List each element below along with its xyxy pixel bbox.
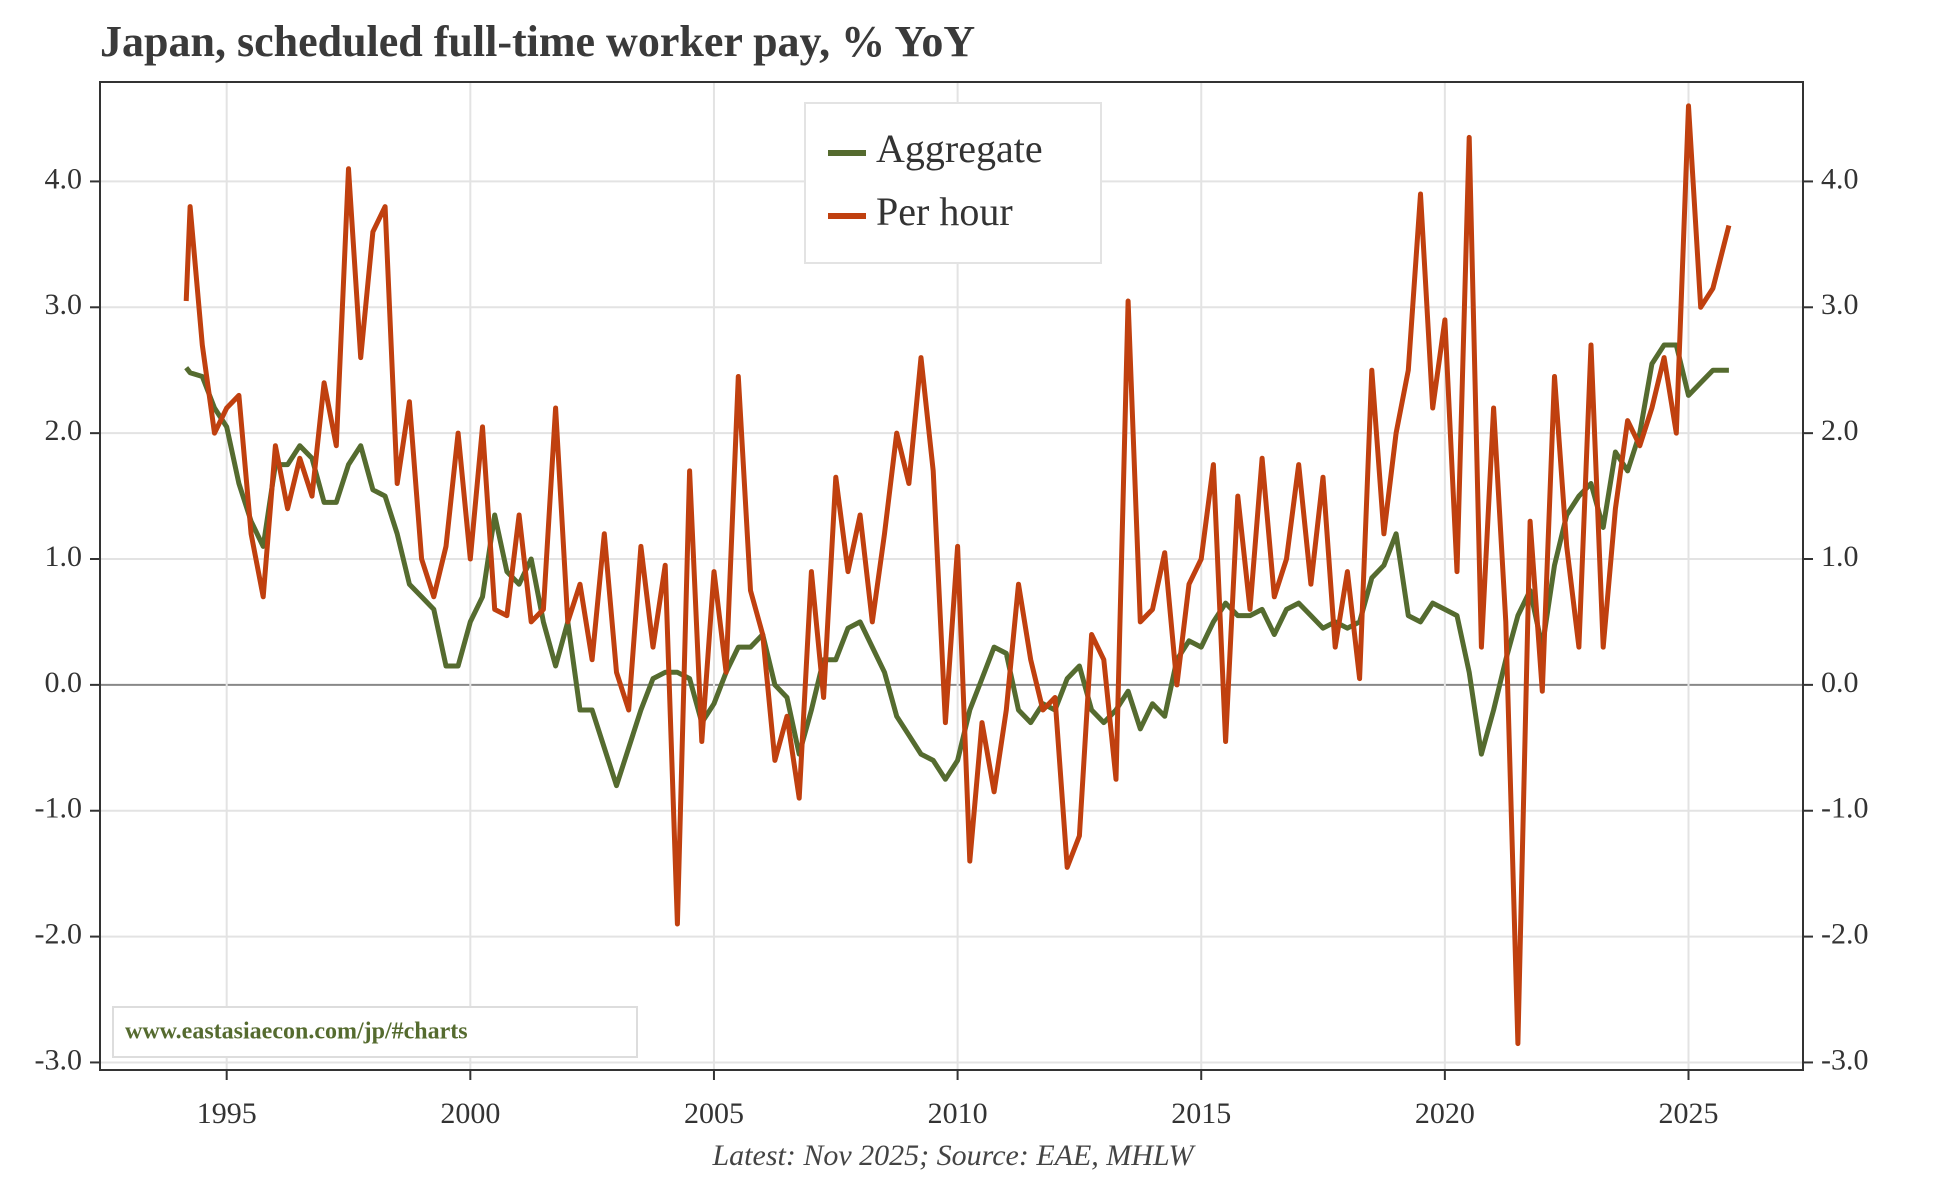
watermark: www.eastasiaecon.com/jp/#charts	[125, 1019, 468, 1045]
legend-label: Per hour	[876, 189, 1013, 234]
y-tick-label: 1.0	[45, 540, 83, 573]
y2-tick-label: 2.0	[1821, 414, 1859, 447]
y-tick-label: 3.0	[45, 288, 83, 321]
y-tick-label: -3.0	[35, 1043, 83, 1076]
y2-tick-label: 4.0	[1821, 162, 1859, 195]
legend-label: Aggregate	[876, 126, 1043, 171]
x-tick-label: 2020	[1415, 1097, 1475, 1130]
y2-tick-label: 1.0	[1821, 540, 1859, 573]
x-tick-label: 2005	[684, 1097, 744, 1130]
x-tick-label: 1995	[197, 1097, 257, 1130]
series-line	[184, 342, 1729, 789]
y2-tick-label: -2.0	[1821, 917, 1869, 950]
y-tick-label: -2.0	[35, 917, 83, 950]
legend-box	[804, 102, 1102, 264]
y2-tick-label: -1.0	[1821, 792, 1869, 825]
watermark-box	[112, 1006, 638, 1058]
x-tick-label: 2025	[1658, 1097, 1718, 1130]
x-tick-label: 2015	[1171, 1097, 1231, 1130]
y-tick-label: 0.0	[45, 666, 83, 699]
y-tick-label: 4.0	[45, 162, 83, 195]
y-tick-label: 2.0	[45, 414, 83, 447]
x-tick-label: 2010	[928, 1097, 988, 1130]
y2-tick-label: -3.0	[1821, 1043, 1869, 1076]
chart-title: Japan, scheduled full-time worker pay, %…	[100, 17, 975, 66]
x-tick-label: 2000	[440, 1097, 500, 1130]
y2-tick-label: 0.0	[1821, 666, 1859, 699]
footer: Latest: Nov 2025; Source: EAE, MHLW	[711, 1139, 1196, 1172]
series-line	[183, 103, 1732, 1047]
y-tick-label: -1.0	[35, 792, 83, 825]
y2-tick-label: 3.0	[1821, 288, 1859, 321]
plot-frame	[99, 81, 1804, 1071]
